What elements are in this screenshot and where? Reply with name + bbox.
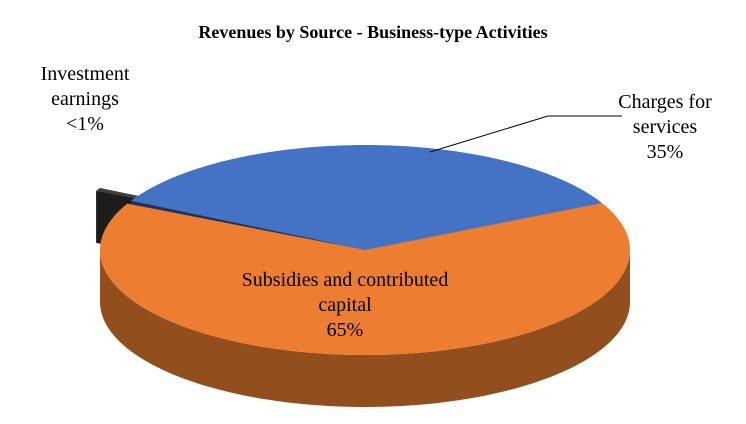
value-label: 65%: [326, 319, 364, 341]
slice-label: Investment earnings <1%: [5, 62, 165, 137]
chart-title: Revenues by Source - Business-type Activ…: [198, 22, 548, 42]
value-label: 35%: [646, 141, 684, 163]
slice-label: Subsidies and contributed capital 65%: [215, 268, 475, 343]
value-label: <1%: [66, 113, 104, 135]
slice-side: [100, 250, 630, 407]
category-label: Subsidies and contributed capital: [241, 269, 449, 316]
category-label: Investment earnings: [40, 63, 130, 110]
slice: [100, 202, 630, 355]
slice: [131, 145, 602, 250]
slice-label: Charges for services 35%: [590, 90, 740, 165]
leader-line: [429, 115, 622, 153]
category-label: Charges for services: [618, 91, 712, 138]
